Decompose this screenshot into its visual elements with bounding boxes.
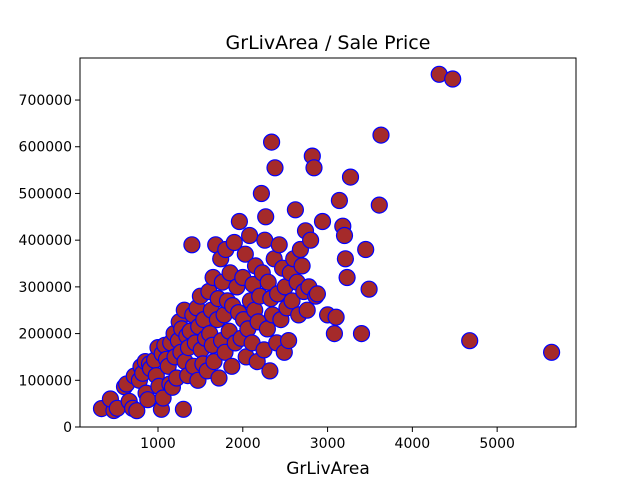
data-point-105: [259, 273, 277, 291]
data-points: [92, 65, 561, 420]
data-point-148: [352, 325, 371, 343]
data-point-9: [128, 402, 146, 420]
data-point-146: [338, 268, 356, 287]
x-tick-label: 4000: [395, 436, 431, 452]
y-tick-label: 200000: [19, 327, 72, 343]
y-tick-label: 500000: [19, 186, 72, 202]
data-point-156: [542, 343, 561, 361]
y-tick-label: 600000: [19, 140, 72, 156]
data-point-152: [372, 126, 390, 144]
data-point-79: [225, 233, 243, 252]
x-axis-ticks: 1000 2000 3000 4000 5000: [140, 427, 515, 452]
data-point-141: [327, 308, 345, 326]
data-point-106: [261, 362, 279, 380]
data-point-142: [330, 191, 348, 210]
data-point-99: [252, 184, 270, 203]
data-point-103: [257, 208, 275, 226]
data-point-67: [210, 369, 228, 387]
data-point-150: [360, 280, 378, 298]
data-point-124: [286, 201, 304, 219]
data-point-145: [336, 250, 354, 268]
data-point-149: [357, 240, 375, 259]
x-tick-label: 3000: [310, 436, 346, 452]
y-tick-label: 100000: [19, 373, 72, 389]
data-point-15: [139, 391, 157, 409]
y-tick-label: 700000: [19, 93, 72, 109]
plot-frame: [79, 57, 577, 428]
data-point-151: [370, 196, 388, 214]
data-point-154: [444, 70, 462, 88]
y-tick-label: 300000: [19, 280, 72, 296]
data-point-111: [266, 159, 284, 177]
x-axis-label: GrLivArea: [286, 459, 370, 479]
data-point-90: [241, 226, 259, 245]
data-point-128: [293, 257, 311, 275]
data-point-137: [308, 285, 326, 303]
data-point-38: [174, 400, 192, 418]
data-point-144: [335, 226, 354, 245]
x-tick-label: 1000: [140, 436, 176, 452]
data-point-63: [205, 353, 223, 371]
x-tick-label: 2000: [225, 436, 261, 452]
x-tick-label: 5000: [479, 436, 515, 452]
data-point-135: [305, 159, 323, 177]
data-point-140: [325, 325, 343, 343]
data-point-87: [236, 245, 254, 263]
data-point-114: [270, 236, 288, 254]
data-point-120: [280, 332, 298, 350]
data-point-108: [263, 133, 281, 151]
data-point-147: [341, 168, 360, 186]
chart-title: GrLivArea / Sale Price: [226, 32, 431, 54]
data-point-155: [461, 332, 479, 350]
data-point-77: [223, 357, 241, 375]
data-point-131: [298, 301, 316, 319]
data-point-122: [283, 292, 301, 310]
y-tick-label: 0: [63, 420, 72, 436]
data-point-133: [302, 231, 320, 249]
data-point-45: [183, 236, 201, 254]
data-point-102: [256, 231, 274, 249]
y-tick-label: 400000: [19, 233, 72, 249]
data-point-83: [230, 212, 248, 231]
y-axis-ticks: 0 100000 200000 300000 400000 500000 600000 700…: [19, 93, 80, 436]
data-point-138: [313, 212, 332, 231]
